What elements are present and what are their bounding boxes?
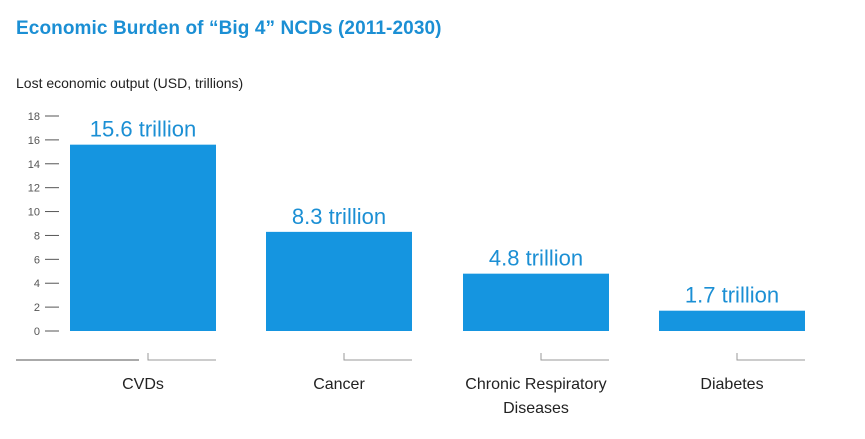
category-label: Cancer [313,376,365,393]
y-tick-label: 2 [34,302,40,314]
y-tick-label: 18 [28,111,40,123]
bar [266,231,412,331]
y-tick-label: 6 [34,254,40,266]
bar [463,273,609,331]
bar [70,144,216,331]
y-tick-label: 10 [28,207,40,219]
data-label: 8.3 trillion [292,204,386,229]
chart-title: Economic Burden of “Big 4” NCDs (2011-20… [16,18,442,39]
category-label: Diabetes [700,376,763,393]
category-bracket [343,353,412,361]
y-axis-label: Lost economic output (USD, trillions) [16,75,244,91]
data-label: 15.6 trillion [90,117,196,142]
category-label: Diseases [503,400,569,417]
y-tick-label: 16 [28,135,40,147]
category-label: Chronic Respiratory [465,376,606,393]
bar [659,310,805,331]
data-label: 4.8 trillion [489,246,583,271]
data-label: 1.7 trillion [685,283,779,308]
category-bracket [540,353,609,361]
y-tick-label: 14 [28,159,40,171]
y-tick-label: 4 [34,278,40,290]
y-tick-label: 8 [34,230,40,242]
category-label: CVDs [122,376,164,393]
y-tick-label: 12 [28,183,40,195]
category-bracket [736,353,805,361]
category-bracket [147,353,216,361]
y-tick-label: 0 [34,326,40,338]
